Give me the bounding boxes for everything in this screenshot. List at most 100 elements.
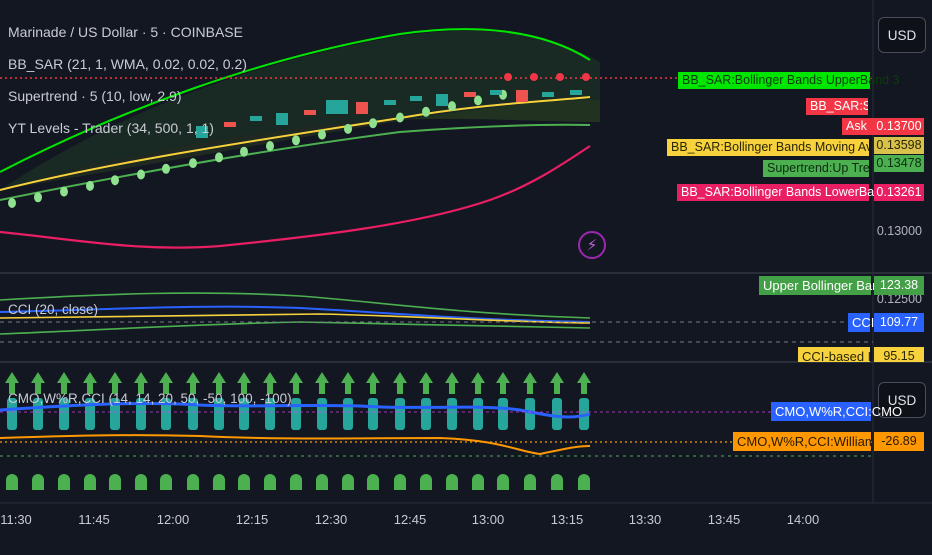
sar-dot <box>448 101 456 112</box>
candle <box>326 100 348 114</box>
candle <box>464 92 476 97</box>
sar-dot <box>34 192 42 203</box>
up-arrow-marker <box>5 372 19 394</box>
signal-block <box>498 398 508 430</box>
sar-dot <box>396 112 404 123</box>
sar-dot <box>292 135 300 146</box>
up-arrow-marker <box>289 372 303 394</box>
axis-tick-13000: 0.13000 <box>876 224 922 238</box>
lightning-icon[interactable]: ⚡ <box>578 231 606 259</box>
ask-price: 0.13700 <box>874 118 924 135</box>
signal-block <box>161 398 171 430</box>
ma-fill <box>0 100 600 190</box>
signal-block <box>368 398 378 430</box>
sar-dot <box>240 146 248 157</box>
sar-dot <box>504 73 512 81</box>
upper-band-fill <box>0 30 600 190</box>
cci-tag: CCI <box>848 313 874 332</box>
time-tick-label: 12:00 <box>156 512 190 527</box>
up-arrow-marker <box>577 372 591 394</box>
candle <box>276 113 288 125</box>
sar-dot <box>422 106 430 117</box>
time-tick-label: 12:30 <box>314 512 348 527</box>
bottom-signal-marker <box>446 474 458 490</box>
sar-dot <box>111 175 119 186</box>
legend-yt-levels[interactable]: YT Levels - Trader (34, 500, 1, 1) <box>8 120 214 136</box>
cci-lower-band <box>0 321 591 335</box>
sar-dot <box>8 198 16 208</box>
candle <box>356 102 368 114</box>
bottom-signal-marker <box>367 474 379 490</box>
time-tick-label: 13:00 <box>471 512 505 527</box>
up-arrow-marker <box>31 372 45 394</box>
time-tick-label: 12:15 <box>235 512 269 527</box>
bottom-signal-marker <box>578 474 590 490</box>
sar-dot <box>530 73 538 81</box>
legend-supertrend[interactable]: Supertrend · 5 (10, low, 2.9) <box>8 88 182 104</box>
up-arrow-marker <box>523 372 537 394</box>
legend-bb-sar[interactable]: BB_SAR (21, 1, WMA, 0.02, 0.02, 0.2) <box>8 56 247 72</box>
up-arrow-marker <box>419 372 433 394</box>
supertrend-tag: Supertrend:Up Trend <box>763 160 869 177</box>
up-arrow-marker <box>393 372 407 394</box>
bottom-signal-marker <box>551 474 563 490</box>
candle <box>250 116 262 121</box>
currency-button[interactable]: USD <box>878 17 926 53</box>
up-arrow-marker <box>237 372 251 394</box>
lower-band-price: 0.13261 <box>874 184 924 201</box>
bottom-signal-marker <box>32 474 44 490</box>
candle <box>410 96 422 101</box>
legend-cci[interactable]: CCI (20, close) <box>8 302 99 317</box>
sar-dot <box>162 163 170 174</box>
sar-dot <box>369 118 377 129</box>
up-arrow-marker <box>108 372 122 394</box>
cmo-line <box>0 401 591 419</box>
time-tick-label: 13:15 <box>550 512 584 527</box>
candle <box>304 110 316 115</box>
legend-cmo[interactable]: CMO,W%R,CCI (14, 14, 20, 50, -50, 100, -… <box>8 391 292 406</box>
bottom-signal-marker <box>290 474 302 490</box>
up-arrow-marker <box>471 372 485 394</box>
bottom-signal-marker <box>6 474 18 490</box>
bottom-signal-marker <box>264 474 276 490</box>
candle <box>570 90 582 95</box>
sar-dot <box>344 123 352 134</box>
cci-ma-line <box>0 313 591 324</box>
bottom-signal-marker <box>135 474 147 490</box>
williams-value: -26.89 <box>874 432 924 451</box>
bottom-signal-marker <box>238 474 250 490</box>
signal-block <box>525 398 535 430</box>
signal-block <box>552 398 562 430</box>
time-tick-label: 13:45 <box>707 512 741 527</box>
candle <box>516 90 528 102</box>
cci-upper-band <box>0 292 591 319</box>
up-arrow-marker <box>341 372 355 394</box>
cci-upper-band-value: 123.38 <box>874 276 924 295</box>
candle <box>196 126 208 138</box>
supertrend-price: 0.13478 <box>874 155 924 172</box>
cmo-currency-button[interactable]: USD <box>878 382 926 418</box>
signal-block <box>7 398 17 430</box>
signal-block <box>317 398 327 430</box>
signal-block <box>291 398 301 430</box>
signal-block <box>343 398 353 430</box>
up-arrow-marker <box>445 372 459 394</box>
signal-block <box>421 398 431 430</box>
sar-dot <box>318 129 326 140</box>
sar-dot <box>60 186 68 197</box>
up-arrow-marker <box>134 372 148 394</box>
time-tick-label: 12:45 <box>393 512 427 527</box>
bottom-signal-marker <box>420 474 432 490</box>
time-tick-label: 11:45 <box>78 512 110 527</box>
up-arrow-marker <box>83 372 97 394</box>
ask-tag: Ask <box>842 118 876 135</box>
sar-dot <box>86 180 94 191</box>
up-arrow-marker <box>57 372 71 394</box>
bottom-signal-marker <box>213 474 225 490</box>
cci-value: 109.77 <box>874 313 924 332</box>
cci-line <box>0 305 591 323</box>
williams-tag: CMO,W%R,CCI:Williams %R <box>733 432 907 451</box>
axis-tick-12500: 0.12500 <box>876 292 922 306</box>
